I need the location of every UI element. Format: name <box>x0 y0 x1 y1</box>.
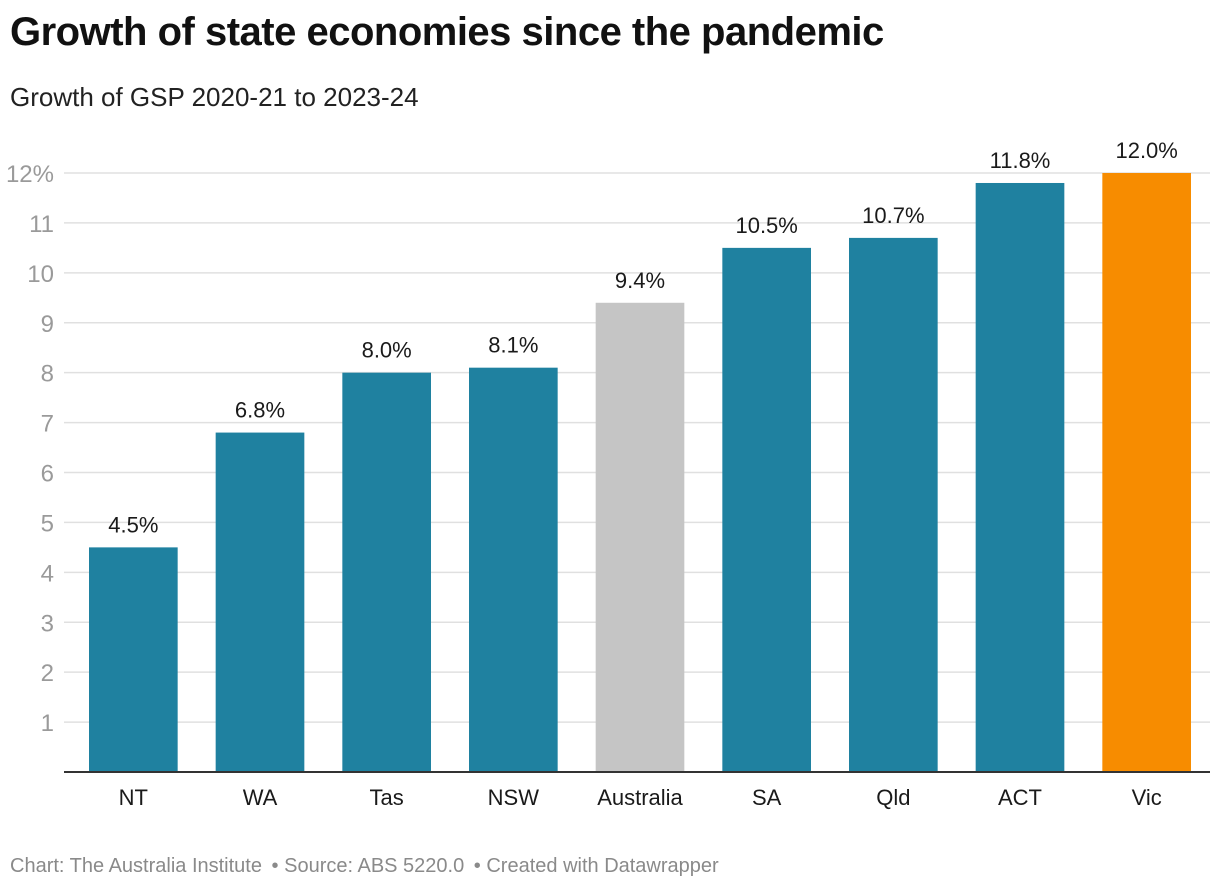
x-tick-label: Tas <box>370 785 404 810</box>
value-label: 6.8% <box>235 398 285 423</box>
bar-sa <box>722 247 811 772</box>
value-label: 4.5% <box>108 512 158 537</box>
y-tick-label: 1 <box>41 710 54 737</box>
y-tick-label: 7 <box>41 411 54 438</box>
y-tick-label: 3 <box>41 610 54 637</box>
x-axis-ticks: NT WA Tas NSW Australia SA Qld ACT Vic <box>119 785 1162 810</box>
bar-nsw <box>469 367 558 772</box>
bar-australia <box>595 302 685 772</box>
value-label: 11.8% <box>990 148 1051 173</box>
x-tick-label: ACT <box>998 785 1042 810</box>
x-tick-label: WA <box>243 785 278 810</box>
bars <box>89 173 1191 772</box>
x-tick-label: Australia <box>597 785 683 810</box>
y-tick-label: 4 <box>41 560 54 587</box>
created-with: • Created with Datawrapper <box>473 855 719 877</box>
bar-wa <box>215 432 305 772</box>
chart-footer: Chart: The Australia Institute • Source:… <box>10 855 723 878</box>
y-tick-label: 6 <box>41 461 54 488</box>
y-tick-label: 11 <box>29 211 54 238</box>
value-label: 8.0% <box>362 338 412 363</box>
value-label: 9.4% <box>615 268 665 293</box>
x-tick-label: Vic <box>1132 785 1162 810</box>
value-labels: 4.5% 6.8% 8.0% 8.1% 9.4% 10.5% 10.7% 11.8% 12.0% <box>108 138 1178 537</box>
y-tick-label: 10 <box>27 261 54 288</box>
y-tick-label: 5 <box>41 510 54 537</box>
chart-source: • Source: ABS 5220.0 <box>271 855 465 877</box>
bar-tas <box>342 372 431 772</box>
x-tick-label: NT <box>119 785 148 810</box>
value-label: 10.7% <box>862 203 924 228</box>
chart-credit: Chart: The Australia Institute <box>10 855 262 877</box>
y-tick-label: 12% <box>6 161 54 188</box>
bar-vic <box>1102 173 1191 772</box>
y-tick-label: 8 <box>41 361 54 388</box>
value-label: 12.0% <box>1115 138 1177 163</box>
bar-qld <box>849 237 938 772</box>
chart-subtitle: Growth of GSP 2020-21 to 2023-24 <box>10 82 419 112</box>
x-tick-label: Qld <box>876 785 910 810</box>
value-label: 10.5% <box>735 213 797 238</box>
bar-act <box>975 182 1065 772</box>
y-axis-ticks: 1 2 3 4 5 6 7 8 9 10 11 12% <box>6 161 54 737</box>
x-tick-label: NSW <box>488 785 540 810</box>
y-tick-label: 9 <box>41 311 54 338</box>
chart-title: Growth of state economies since the pand… <box>10 10 884 54</box>
value-label: 8.1% <box>488 333 538 358</box>
bar-nt <box>89 547 178 772</box>
y-tick-label: 2 <box>41 660 54 687</box>
x-tick-label: SA <box>752 785 782 810</box>
